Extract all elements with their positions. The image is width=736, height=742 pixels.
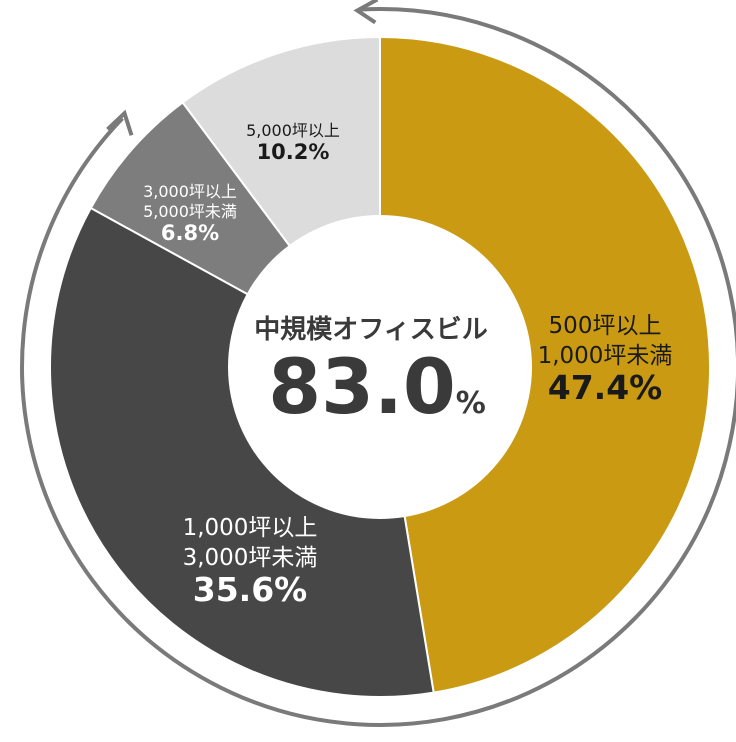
slice-1-value-label: 47.4% — [548, 368, 663, 407]
arrowhead-top-icon — [353, 0, 379, 25]
slice-1-label-line-2: 1,000坪未満 — [538, 343, 673, 369]
pie-slice-1 — [379, 35, 711, 694]
slice-1-label-line-1: 500坪以上 — [549, 313, 662, 339]
center-hole — [228, 215, 532, 519]
slice-2-value-label: 35.6% — [193, 570, 308, 609]
circular-arrow-line — [20, 7, 736, 727]
center-value-number: 83.0 — [268, 342, 456, 431]
slice-2-label-line-1: 1,000坪以上 — [183, 515, 318, 541]
slice-3-value-label: 6.8% — [161, 221, 219, 245]
slice-3-label-line-2: 5,000坪未満 — [143, 202, 237, 221]
slice-3-label-line-1: 3,000坪以上 — [143, 182, 237, 201]
center-value-unit: % — [456, 386, 486, 421]
center-title: 中規模オフィスビル — [254, 315, 487, 345]
slice-4-value-label: 10.2% — [257, 140, 330, 164]
pie-slice-2 — [48, 206, 435, 698]
slice-2-label-line-2: 3,000坪未満 — [183, 545, 318, 571]
slice-4-label-line-1: 5,000坪以上 — [246, 121, 340, 140]
center-value: 83.0% — [268, 342, 486, 431]
arrowhead-left-icon — [106, 109, 134, 136]
